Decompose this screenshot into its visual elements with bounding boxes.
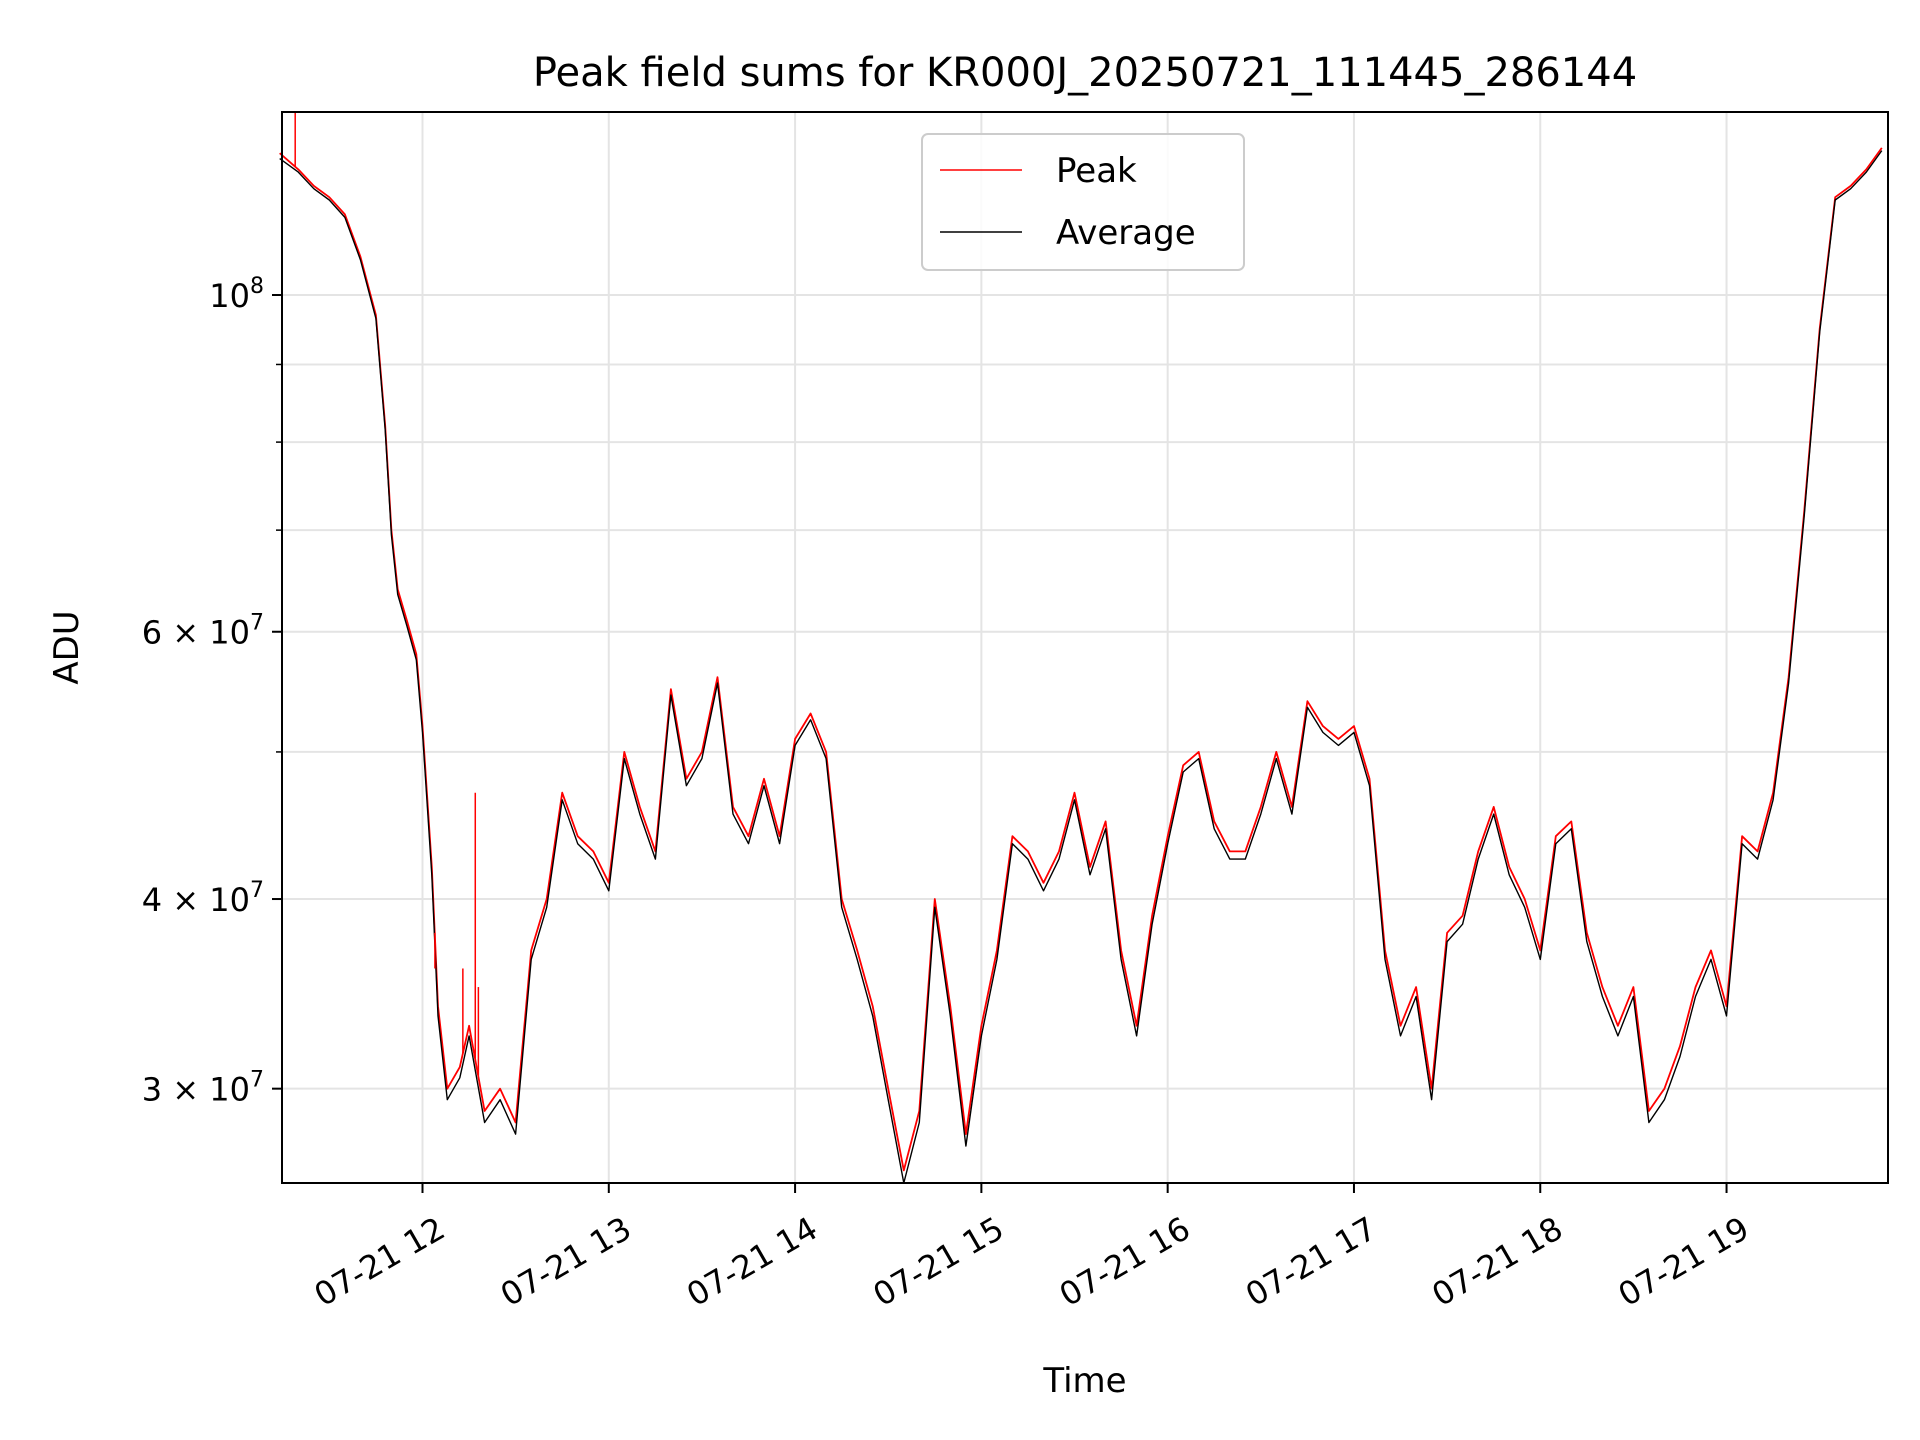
legend-label: Peak <box>1056 151 1137 191</box>
legend: Peak Average <box>921 133 1245 271</box>
plot-lines <box>279 112 1883 1184</box>
legend-box <box>921 133 1245 271</box>
y-tick-label: 3 × 107 <box>142 1068 264 1109</box>
y-axis-title: ADU <box>47 610 87 684</box>
y-tick-label: 108 <box>209 274 264 315</box>
y-tick-label: 6 × 107 <box>142 611 264 652</box>
average-series-line <box>279 150 1883 1184</box>
grid <box>282 112 1888 1183</box>
chart-title: Peak field sums for KR000J_20250721_1114… <box>533 50 1637 96</box>
y-tick-label: 4 × 107 <box>142 878 264 919</box>
legend-label: Average <box>1056 213 1196 253</box>
peak-series-line <box>279 147 1883 1172</box>
x-axis-title: Time <box>1042 1361 1126 1401</box>
plot-frame <box>281 111 1889 1184</box>
